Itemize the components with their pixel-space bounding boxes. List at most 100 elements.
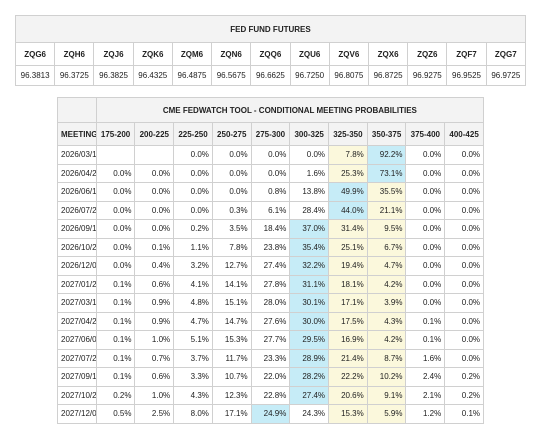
contract-code: ZQJ6 xyxy=(93,42,134,66)
probability: 35.4% xyxy=(289,237,330,257)
meeting-row: 2026/12/090.0%0.4%3.2%12.7%27.4%32.2%19.… xyxy=(57,256,484,276)
probability: 31.4% xyxy=(328,219,368,239)
meeting-row: 2026/10/280.0%0.1%1.1%7.8%23.8%35.4%25.1… xyxy=(57,237,484,257)
probability: 44.0% xyxy=(328,200,368,220)
probability: 15.1% xyxy=(211,293,252,313)
contract-price: 96.6625 xyxy=(250,65,291,86)
probability: 10.7% xyxy=(211,367,252,387)
meeting-row: 2026/09/160.0%0.0%0.2%3.5%18.4%37.0%31.4… xyxy=(57,219,484,239)
contract-code: ZQN6 xyxy=(211,42,252,66)
probability: 0.0% xyxy=(444,256,484,276)
probability: 0.1% xyxy=(444,404,484,424)
probability: 35.5% xyxy=(366,182,407,202)
probability: 0.1% xyxy=(405,311,446,331)
contract-price: 96.9725 xyxy=(485,65,527,86)
probability: 0.0% xyxy=(405,145,446,165)
meeting-date: 2026/10/28 xyxy=(57,237,97,257)
meeting-row: 2026/07/290.0%0.0%0.0%0.3%6.1%28.4%44.0%… xyxy=(57,200,484,220)
probability: 0.0% xyxy=(444,163,484,183)
probability: 22.0% xyxy=(250,367,291,387)
probability: 20.6% xyxy=(328,385,368,405)
meeting-date: 2027/07/28 xyxy=(57,348,97,368)
probability: 0.1% xyxy=(134,237,175,257)
meeting-date: 2026/07/29 xyxy=(57,200,97,220)
probability: 0.6% xyxy=(134,274,175,294)
probability: 0.0% xyxy=(405,219,446,239)
probability: 14.7% xyxy=(211,311,252,331)
probability: 2.5% xyxy=(134,404,175,424)
column-header: 250-275 xyxy=(211,122,252,146)
probability: 1.0% xyxy=(134,385,175,405)
contract-code: ZQF7 xyxy=(446,42,487,66)
probability: 73.1% xyxy=(366,163,407,183)
probability: 0.2% xyxy=(444,367,484,387)
probability: 0.0% xyxy=(405,200,446,220)
probability: 0.1% xyxy=(95,274,136,294)
probability: 0.0% xyxy=(444,293,484,313)
probability: 4.3% xyxy=(173,385,213,405)
probability: 0.0% xyxy=(405,274,446,294)
contract-price: 96.4875 xyxy=(171,65,213,86)
probability: 0.4% xyxy=(134,256,175,276)
probability: 0.0% xyxy=(250,145,291,165)
probability: 32.2% xyxy=(289,256,330,276)
probability: 1.0% xyxy=(134,330,175,350)
contract-price: 96.3825 xyxy=(93,65,134,86)
probability: 4.2% xyxy=(366,330,407,350)
contract-code: ZQZ6 xyxy=(407,42,448,66)
contract-code: ZQK6 xyxy=(132,42,173,66)
meeting-date: 2027/06/09 xyxy=(57,330,97,350)
probability: 21.4% xyxy=(328,348,368,368)
probability: 3.9% xyxy=(366,293,407,313)
probability: 8.7% xyxy=(366,348,407,368)
probability: 17.1% xyxy=(211,404,252,424)
probability: 0.0% xyxy=(173,163,213,183)
probability: 0.0% xyxy=(405,256,446,276)
probability: 1.2% xyxy=(405,404,446,424)
probability: 0.0% xyxy=(405,163,446,183)
probability: 27.7% xyxy=(250,330,291,350)
meeting-date: 2026/03/18 xyxy=(57,145,97,165)
contract-price: 96.5675 xyxy=(211,65,252,86)
contract-price: 96.7250 xyxy=(289,65,330,86)
probability: 6.1% xyxy=(250,200,291,220)
probability: 0.1% xyxy=(95,348,136,368)
probability: 11.7% xyxy=(211,348,252,368)
probability xyxy=(134,145,175,165)
probability: 0.0% xyxy=(444,182,484,202)
probability: 24.3% xyxy=(289,404,330,424)
probability: 0.0% xyxy=(95,256,136,276)
probability: 0.1% xyxy=(95,330,136,350)
probability: 6.7% xyxy=(366,237,407,257)
probability: 0.0% xyxy=(444,237,484,257)
probability: 25.3% xyxy=(328,163,368,183)
probability: 24.9% xyxy=(250,404,291,424)
probability: 25.1% xyxy=(328,237,368,257)
probability: 16.9% xyxy=(328,330,368,350)
probability: 49.9% xyxy=(328,182,368,202)
meeting-date: 2026/09/16 xyxy=(57,219,97,239)
probability xyxy=(95,145,136,165)
probability: 0.1% xyxy=(405,330,446,350)
meeting-row: 2027/06/090.1%1.0%5.1%15.3%27.7%29.5%16.… xyxy=(57,330,484,350)
probability: 30.1% xyxy=(289,293,330,313)
probabilities-table: CME FEDWATCH TOOL - CONDITIONAL MEETING … xyxy=(57,97,485,424)
probability: 0.0% xyxy=(95,182,136,202)
probability: 27.6% xyxy=(250,311,291,331)
probability: 21.1% xyxy=(366,200,407,220)
probability: 18.4% xyxy=(250,219,291,239)
probability: 14.1% xyxy=(211,274,252,294)
meeting-row: 2027/01/270.1%0.6%4.1%14.1%27.8%31.1%18.… xyxy=(57,274,484,294)
probability: 0.0% xyxy=(444,348,484,368)
probability: 29.5% xyxy=(289,330,330,350)
probability: 10.2% xyxy=(366,367,407,387)
probability: 18.1% xyxy=(328,274,368,294)
probability: 0.3% xyxy=(211,200,252,220)
probability: 4.2% xyxy=(366,274,407,294)
probability: 31.1% xyxy=(289,274,330,294)
meeting-row: 2026/04/290.0%0.0%0.0%0.0%0.0%1.6%25.3%7… xyxy=(57,163,484,183)
contract-code: ZQH6 xyxy=(54,42,95,66)
probability: 3.5% xyxy=(211,219,252,239)
column-header: 200-225 xyxy=(134,122,175,146)
probability: 0.0% xyxy=(173,145,213,165)
